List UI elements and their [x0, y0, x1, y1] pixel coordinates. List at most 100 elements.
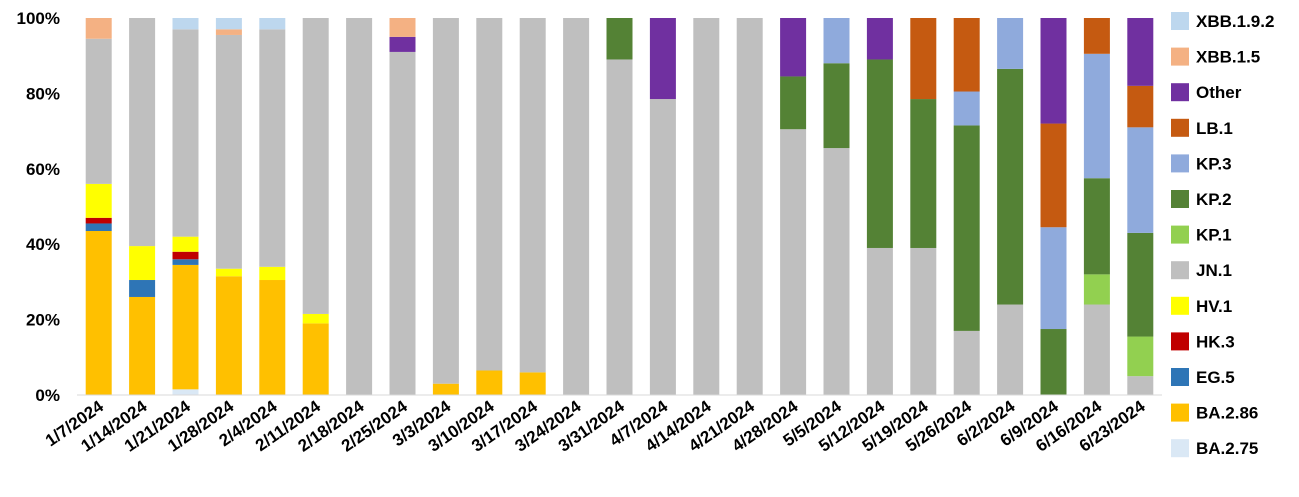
bar-segment	[85, 183, 112, 218]
bar-segment	[476, 370, 503, 396]
bar-segment	[1040, 329, 1067, 395]
bar-segment	[606, 59, 633, 395]
legend-swatch	[1171, 225, 1189, 244]
bar-segment	[389, 18, 416, 37]
legend-swatch	[1171, 368, 1189, 386]
bar-segment	[259, 266, 286, 281]
bar-segment	[346, 18, 373, 395]
y-tick-label: 40%	[26, 235, 60, 254]
bar-segment	[259, 29, 286, 267]
bar-segment	[1127, 376, 1154, 395]
bar-segment	[172, 29, 199, 237]
bar-segment	[302, 323, 329, 395]
bar-segment	[172, 259, 199, 265]
y-tick-label: 0%	[35, 386, 60, 405]
legend-swatch	[1171, 439, 1189, 458]
bar-segment	[866, 59, 893, 248]
bar-segment	[997, 68, 1024, 305]
legend-swatch	[1171, 296, 1189, 315]
bar-segment	[866, 18, 893, 60]
bar-segment	[1127, 127, 1154, 233]
bar-segment	[172, 389, 199, 395]
bar-segment	[432, 18, 459, 384]
x-axis-tick-labels: 1/7/20241/14/20241/21/20241/28/20242/4/2…	[42, 396, 1149, 455]
y-tick-label: 60%	[26, 160, 60, 179]
bar-segment	[129, 280, 156, 297]
bar-segment	[997, 304, 1024, 395]
legend-swatch	[1171, 12, 1189, 30]
bar-segment	[780, 129, 807, 395]
bar-segment	[910, 247, 937, 395]
y-tick-label: 100%	[17, 9, 60, 28]
bar-segment	[1127, 18, 1154, 86]
bar-segment	[302, 313, 329, 324]
bar-segment	[1040, 227, 1067, 330]
legend-swatch	[1171, 261, 1189, 280]
legend-label: XBB.1.5	[1196, 48, 1260, 67]
legend: XBB.1.9.2 XBB.1.5 Other LB.1 KP.3 KP.2 KP.1 JN.…	[1171, 12, 1274, 458]
bar-segment	[85, 18, 112, 39]
bar-segment	[1040, 123, 1067, 228]
bar-segment	[432, 383, 459, 395]
legend-swatch	[1171, 118, 1189, 137]
bar-segment	[259, 280, 286, 395]
bar-segment	[1127, 336, 1154, 377]
bar-segment	[1083, 274, 1110, 305]
bar-segment	[389, 51, 416, 396]
legend-label: KP.3	[1196, 154, 1232, 173]
bar-segment	[953, 18, 980, 92]
bar-segment	[172, 251, 199, 260]
bar-segment	[910, 99, 937, 248]
bar-segment	[823, 148, 850, 395]
y-axis-tick-labels: 0% 20% 40% 60% 80% 100%	[17, 9, 60, 405]
bar-stacks	[85, 18, 1154, 396]
bar-segment	[910, 18, 937, 100]
bar-segment	[215, 276, 242, 395]
bar-segment	[866, 247, 893, 395]
legend-label: HV.1	[1196, 297, 1232, 316]
bar-segment	[85, 231, 112, 395]
bar-segment	[129, 18, 156, 247]
legend-swatch	[1171, 154, 1189, 173]
bar-segment	[129, 246, 156, 281]
bar-segment	[1083, 53, 1110, 179]
legend-label: HK.3	[1196, 332, 1235, 351]
legend-label: JN.1	[1196, 261, 1232, 280]
bar-segment	[85, 223, 112, 232]
bar-segment	[215, 29, 242, 35]
legend-swatch	[1171, 83, 1189, 102]
bar-segment	[997, 18, 1024, 69]
y-tick-label: 20%	[26, 311, 60, 330]
bar-segment	[1127, 232, 1154, 337]
bar-segment	[953, 91, 980, 126]
bar-segment	[823, 63, 850, 149]
bar-segment	[172, 18, 199, 30]
bar-segment	[823, 18, 850, 64]
bar-segment	[693, 18, 720, 395]
legend-label: EG.5	[1196, 368, 1235, 387]
legend-swatch	[1171, 403, 1189, 422]
bar-segment	[172, 236, 199, 252]
bar-segment	[215, 268, 242, 277]
bar-segment	[172, 264, 199, 390]
legend-label: KP.2	[1196, 190, 1232, 209]
bar-segment	[1083, 304, 1110, 395]
bar-segment	[780, 18, 807, 77]
bar-segment	[519, 372, 546, 395]
bar-segment	[215, 34, 242, 269]
bar-segment	[649, 18, 676, 100]
bar-segment	[953, 330, 980, 395]
y-tick-label: 80%	[26, 84, 60, 103]
bar-segment	[85, 38, 112, 184]
bar-segment	[1040, 18, 1067, 124]
bar-segment	[302, 18, 329, 314]
legend-label: Other	[1196, 83, 1242, 102]
bar-segment	[215, 18, 242, 30]
bar-segment	[389, 36, 416, 52]
bar-segment	[606, 18, 633, 60]
legend-swatch	[1171, 190, 1189, 208]
bar-segment	[1127, 85, 1154, 128]
legend-label: BA.2.75	[1196, 439, 1258, 458]
bar-segment	[563, 18, 590, 395]
